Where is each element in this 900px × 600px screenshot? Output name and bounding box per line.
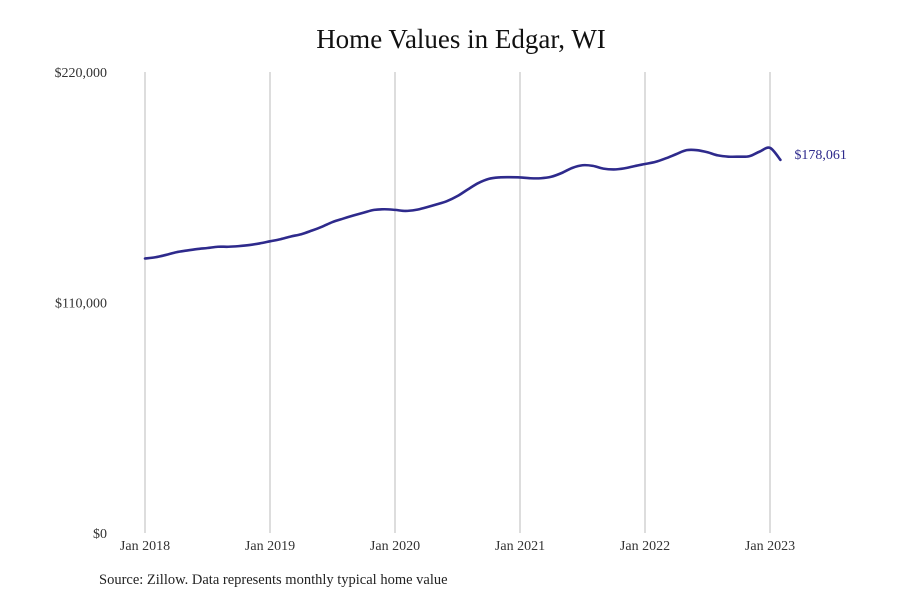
x-tick-label: Jan 2021 — [495, 539, 545, 554]
x-axis-ticks: Jan 2018 Jan 2019 Jan 2020 Jan 2021 Jan 2022… — [120, 539, 795, 554]
x-tick-label: Jan 2018 — [120, 539, 170, 554]
source-note: Source: Zillow. Data represents monthly … — [99, 572, 448, 588]
x-tick-label: Jan 2023 — [745, 539, 795, 554]
chart-title: Home Values in Edgar, WI — [316, 24, 606, 54]
end-value-label: $178,061 — [794, 148, 847, 163]
x-tick-label: Jan 2020 — [370, 539, 420, 554]
x-tick-label: Jan 2022 — [620, 539, 670, 554]
y-tick-label: $220,000 — [55, 66, 108, 81]
x-tick-label: Jan 2019 — [245, 539, 295, 554]
y-axis-ticks: $0 $110,000 $220,000 — [55, 66, 108, 542]
y-tick-label: $0 — [93, 527, 107, 542]
y-tick-label: $110,000 — [55, 297, 107, 312]
series-line — [143, 146, 782, 260]
series-group — [143, 146, 782, 260]
end-label-group: $178,061 — [794, 148, 847, 163]
grid-lines — [144, 72, 771, 533]
